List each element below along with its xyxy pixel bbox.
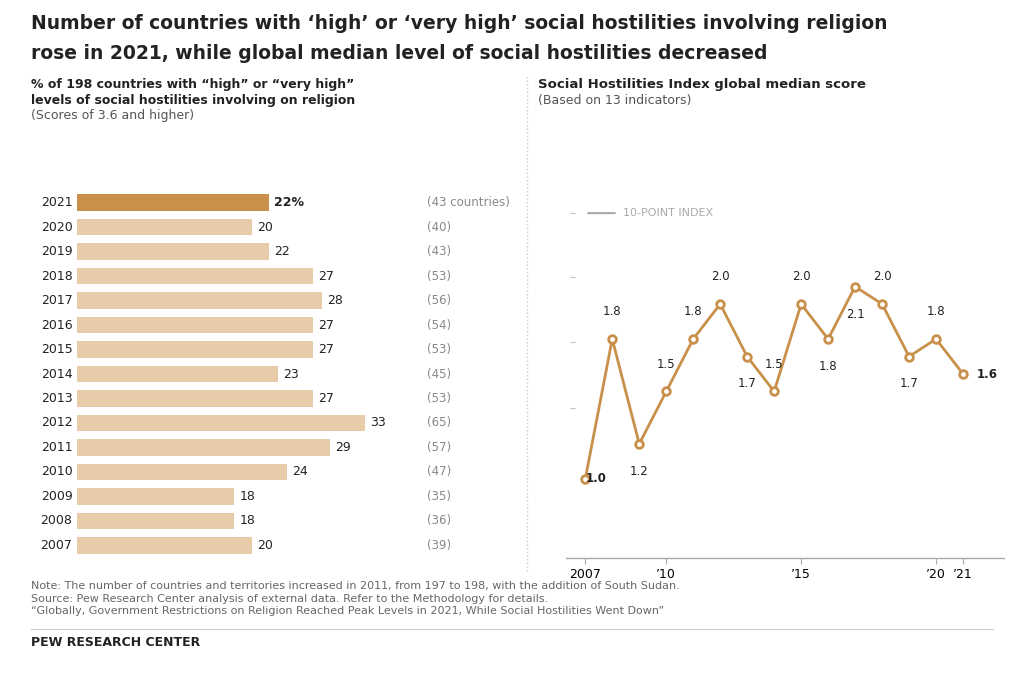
- Bar: [77, 415, 366, 431]
- Text: 2016: 2016: [41, 318, 73, 332]
- Bar: [77, 390, 313, 407]
- Text: 29: 29: [336, 441, 351, 454]
- Text: (45): (45): [427, 367, 451, 381]
- Text: 2012: 2012: [41, 416, 73, 430]
- Text: 1.5: 1.5: [657, 358, 676, 371]
- Text: (54): (54): [427, 318, 451, 332]
- Text: 2.0: 2.0: [792, 270, 810, 283]
- Text: 2020: 2020: [41, 220, 73, 234]
- Text: 2008: 2008: [41, 514, 73, 528]
- Text: 27: 27: [318, 318, 334, 332]
- Bar: [77, 194, 269, 211]
- Text: (47): (47): [427, 465, 451, 479]
- Bar: [77, 341, 313, 358]
- Text: 2.0: 2.0: [711, 270, 729, 283]
- Text: 2017: 2017: [41, 294, 73, 307]
- Text: 1.8: 1.8: [684, 305, 702, 318]
- Text: –: –: [569, 403, 575, 415]
- Text: 2010: 2010: [41, 465, 73, 479]
- Text: 2009: 2009: [41, 490, 73, 503]
- Bar: [77, 537, 252, 554]
- Text: “Globally, Government Restrictions on Religion Reached Peak Levels in 2021, Whil: “Globally, Government Restrictions on Re…: [31, 606, 664, 616]
- Text: (39): (39): [427, 539, 451, 552]
- Text: 1.8: 1.8: [819, 360, 838, 373]
- Text: 2015: 2015: [41, 343, 73, 356]
- Text: 1.8: 1.8: [603, 305, 622, 318]
- Text: 1.6: 1.6: [977, 367, 997, 381]
- Text: (53): (53): [427, 392, 451, 405]
- Text: –: –: [569, 207, 575, 220]
- Text: 22: 22: [274, 245, 290, 258]
- Text: 23: 23: [283, 367, 299, 381]
- Text: 2018: 2018: [41, 269, 73, 283]
- Text: 27: 27: [318, 343, 334, 356]
- Text: 27: 27: [318, 392, 334, 405]
- Text: (57): (57): [427, 441, 451, 454]
- Text: (43 countries): (43 countries): [427, 196, 509, 209]
- Text: (40): (40): [427, 220, 451, 234]
- Text: 1.2: 1.2: [630, 465, 648, 478]
- Text: 2007: 2007: [41, 539, 73, 552]
- Text: 2011: 2011: [41, 441, 73, 454]
- Text: 24: 24: [292, 465, 307, 479]
- Text: (36): (36): [427, 514, 451, 528]
- Text: (Scores of 3.6 and higher): (Scores of 3.6 and higher): [31, 109, 194, 122]
- Text: (35): (35): [427, 490, 451, 503]
- Text: 18: 18: [240, 514, 255, 528]
- Bar: [77, 439, 331, 456]
- Text: 2013: 2013: [41, 392, 73, 405]
- Text: 1.0: 1.0: [586, 473, 606, 486]
- Text: Note: The number of countries and territories increased in 2011, from 197 to 198: Note: The number of countries and territ…: [31, 581, 680, 592]
- Text: 10-POINT INDEX: 10-POINT INDEX: [623, 208, 713, 218]
- Bar: [77, 317, 313, 333]
- Text: (Based on 13 indicators): (Based on 13 indicators): [538, 94, 691, 107]
- Text: rose in 2021, while global median level of social hostilities decreased: rose in 2021, while global median level …: [31, 44, 767, 63]
- Text: levels of social hostilities involving on religion: levels of social hostilities involving o…: [31, 94, 355, 107]
- Bar: [77, 243, 269, 260]
- Text: (53): (53): [427, 343, 451, 356]
- Text: 2014: 2014: [41, 367, 73, 381]
- Text: (65): (65): [427, 416, 451, 430]
- Text: 1.5: 1.5: [765, 358, 783, 371]
- Bar: [77, 464, 287, 480]
- Text: 1.8: 1.8: [927, 305, 945, 318]
- Text: 28: 28: [327, 294, 343, 307]
- Bar: [77, 268, 313, 284]
- Bar: [77, 513, 234, 529]
- Bar: [77, 488, 234, 505]
- Text: 33: 33: [371, 416, 386, 430]
- Text: % of 198 countries with “high” or “very high”: % of 198 countries with “high” or “very …: [31, 78, 354, 91]
- Text: 20: 20: [257, 220, 272, 234]
- Text: 2019: 2019: [41, 245, 73, 258]
- Text: Number of countries with ‘high’ or ‘very high’ social hostilities involving reli: Number of countries with ‘high’ or ‘very…: [31, 14, 887, 33]
- Text: 2.0: 2.0: [872, 270, 892, 283]
- Text: –: –: [569, 336, 575, 349]
- Text: 1.7: 1.7: [900, 377, 919, 390]
- Text: 22%: 22%: [274, 196, 304, 209]
- Text: 2.1: 2.1: [846, 307, 864, 320]
- Bar: [77, 292, 322, 309]
- Text: (53): (53): [427, 269, 451, 283]
- Text: (56): (56): [427, 294, 451, 307]
- Text: 18: 18: [240, 490, 255, 503]
- Text: PEW RESEARCH CENTER: PEW RESEARCH CENTER: [31, 636, 200, 649]
- Text: 1.7: 1.7: [738, 377, 757, 390]
- Text: Social Hostilities Index global median score: Social Hostilities Index global median s…: [538, 78, 865, 91]
- Text: 20: 20: [257, 539, 272, 552]
- Text: –: –: [569, 271, 575, 284]
- Text: (43): (43): [427, 245, 451, 258]
- Bar: [77, 366, 278, 382]
- Text: Source: Pew Research Center analysis of external data. Refer to the Methodology : Source: Pew Research Center analysis of …: [31, 594, 548, 604]
- Bar: [77, 219, 252, 235]
- Text: 2021: 2021: [41, 196, 73, 209]
- Text: 27: 27: [318, 269, 334, 283]
